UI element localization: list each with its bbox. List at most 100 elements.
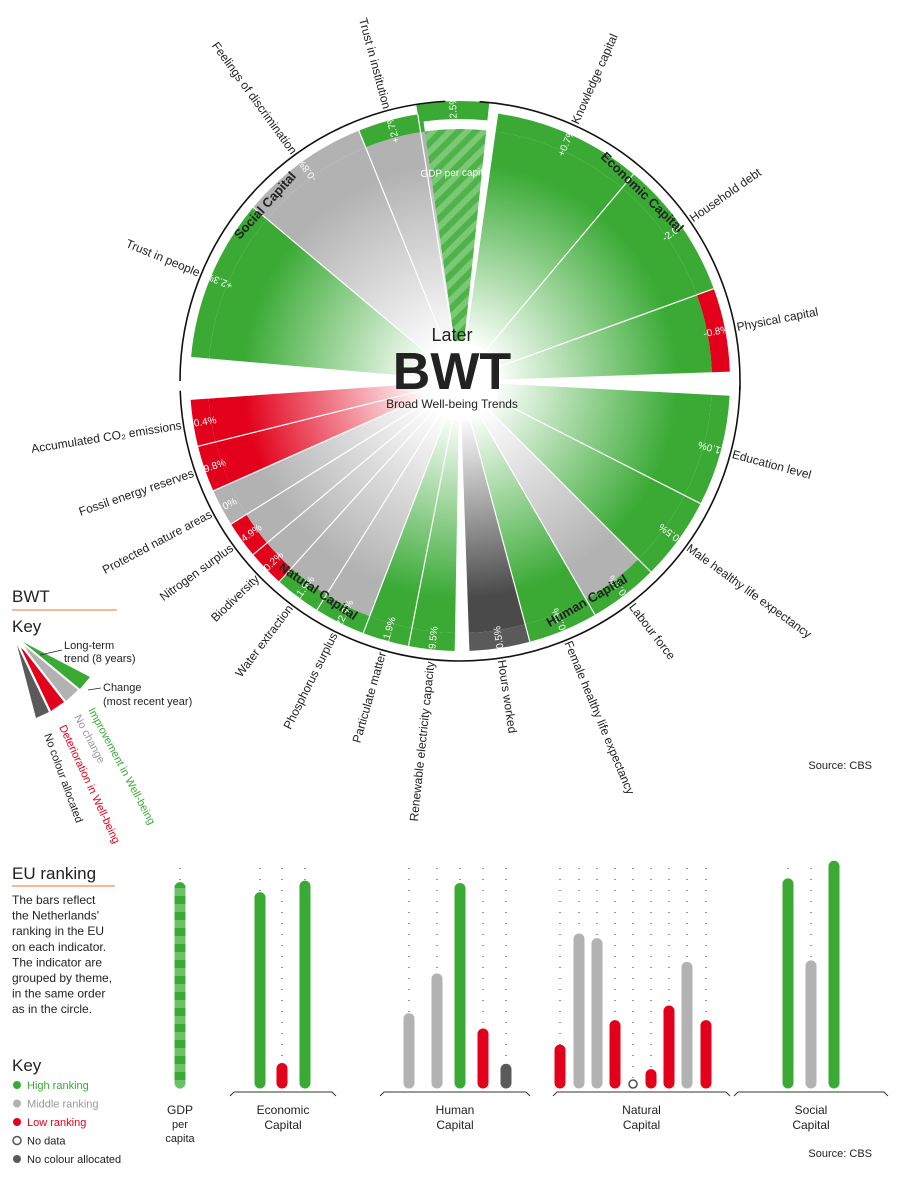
- gdp-inner-label: GDP per capita: [420, 167, 489, 180]
- eu-desc-line: The bars reflect: [12, 893, 96, 907]
- wedge-phosphorus-surplus: [326, 414, 446, 617]
- separator-17: [197, 390, 422, 447]
- eu-group-label: Capital: [792, 1118, 829, 1132]
- indicator-label-19: Feelings of discrimination: [209, 39, 300, 157]
- wedge-water-extraction: [291, 410, 439, 595]
- wedge-layer: [208, 129, 712, 633]
- wedge-hours-worked: [461, 419, 526, 633]
- ring-bar-layer: [190, 101, 730, 651]
- separator-7: [479, 415, 596, 616]
- separator-1: [464, 113, 499, 342]
- key-change-leader: [87, 687, 102, 691]
- indicator-label-6: Labour force: [626, 600, 678, 662]
- eu-group-bracket: [733, 1091, 889, 1097]
- eu-group-bracket: [552, 1091, 731, 1097]
- eu-group-label: Capital: [623, 1118, 660, 1132]
- separator-6: [487, 408, 652, 573]
- wedge-protected-nature-areas: [229, 397, 427, 515]
- eu-key-dot-2: [13, 1118, 21, 1126]
- change-bar-3: [696, 288, 730, 373]
- separator-10: [407, 420, 453, 647]
- indicator-label-3: Physical capital: [735, 305, 819, 335]
- change-bar-20: [358, 113, 425, 148]
- eu-desc-line: grouped by theme,: [12, 971, 112, 985]
- separator-2: [485, 173, 635, 351]
- key-long-term-leader: [39, 649, 63, 656]
- indicator-label-7: Female healthy life expectancy: [561, 639, 637, 797]
- change-label-9: +9.5%: [427, 626, 441, 656]
- wedge-knowledge-capital: [465, 131, 622, 351]
- key-long-term-2: trend (8 years): [64, 653, 136, 665]
- change-bar-16: [198, 441, 230, 491]
- indicator-label-12: Water extraction: [232, 602, 295, 680]
- wedge-gdp-per-capita: [420, 129, 487, 342]
- change-bar-19: [253, 130, 366, 220]
- eu-key-dot-3: [12, 1135, 22, 1146]
- change-bar-2: [621, 174, 714, 295]
- wedge-nitrogen-surplus: [246, 402, 430, 543]
- eu-description: The bars reflect the Netherlands'ranking …: [12, 893, 112, 1016]
- change-bar-9: [408, 628, 456, 651]
- change-bar-4: [684, 394, 730, 504]
- eu-desc-line: ranking in the EU: [12, 924, 104, 938]
- theme-arc-1: [459, 385, 741, 662]
- wedge-fossil-energy-reserves: [215, 390, 424, 484]
- eu-key: High ranking Middle ranking Low ranking No …: [12, 1080, 121, 1166]
- change-bar-11: [316, 594, 370, 634]
- wedge-female-healthy-life-expectancy: [470, 415, 586, 625]
- key-change: Change: [103, 682, 142, 694]
- change-label-0: +2.5%: [448, 96, 460, 125]
- source-bottom: Source: CBS: [808, 1148, 872, 1160]
- change-bar-5: [638, 495, 701, 572]
- key-bwt-title: BWT: [12, 587, 50, 606]
- wedge-renewable-electricity-capacity: [411, 420, 460, 633]
- eu-group-bracket: [379, 1091, 531, 1097]
- eu-bar-nodata: [628, 1079, 638, 1089]
- key-wedge-red: [19, 644, 64, 711]
- change-bar-17: [190, 398, 216, 447]
- separator-11: [362, 418, 447, 634]
- change-label-3: -0.8%: [703, 324, 731, 340]
- eu-desc-line: the Netherlands': [12, 909, 99, 923]
- wedge-trust-in-institution: [365, 131, 455, 344]
- separator-15: [230, 401, 427, 525]
- change-bar-1: [495, 113, 634, 188]
- eu-group-label: GDP: [167, 1103, 193, 1117]
- separator-12: [316, 414, 440, 611]
- eu-group-label: Human: [436, 1103, 475, 1117]
- indicator-label-11: Phosphorus surplus: [281, 630, 341, 731]
- key-wedge-green: [23, 642, 90, 689]
- wedge-education-level: [495, 383, 712, 496]
- eu-group-bracket: [229, 1091, 337, 1097]
- key-change-2: (most recent year): [103, 696, 192, 708]
- separator-8: [469, 419, 531, 642]
- key-wedge-grey: [21, 643, 78, 701]
- separator-18: [190, 356, 421, 379]
- change-bar-15: [213, 483, 247, 525]
- change-bar-13: [253, 542, 292, 582]
- eu-key-dot-4: [13, 1155, 21, 1163]
- change-label-17: +0.4%: [187, 415, 217, 430]
- eu-group-label: Capital: [436, 1118, 473, 1132]
- change-bar-14: [231, 514, 267, 555]
- eu-bars-layer: [174, 860, 840, 1089]
- wedge-male-healthy-life-expectancy: [488, 399, 685, 560]
- change-bar-6: [586, 559, 651, 615]
- eu-key-label-1: Middle ranking: [27, 1099, 99, 1111]
- eu-key-label-3: No data: [27, 1136, 66, 1148]
- change-bar-0: [416, 101, 490, 123]
- key-wedge-dark: [17, 645, 49, 718]
- change-bar-8: [468, 624, 530, 651]
- eu-title: EU ranking: [12, 864, 96, 883]
- eu-key-label-4: No colour allocated: [27, 1154, 121, 1166]
- eu-group-label: capita: [165, 1133, 195, 1145]
- eu-key-dot-1: [13, 1099, 21, 1108]
- wedge-accumulated-co2-emissions: [208, 383, 422, 442]
- wedge-physical-capital: [497, 294, 712, 380]
- eu-key-label-2: Low ranking: [27, 1117, 86, 1129]
- indicator-label-18: Trust in people: [124, 236, 203, 279]
- indicator-label-20: Trust in institution: [356, 16, 394, 110]
- indicator-label-9: Renewable electricity capacity: [407, 661, 438, 822]
- eu-desc-line: on each indicator.: [12, 940, 106, 954]
